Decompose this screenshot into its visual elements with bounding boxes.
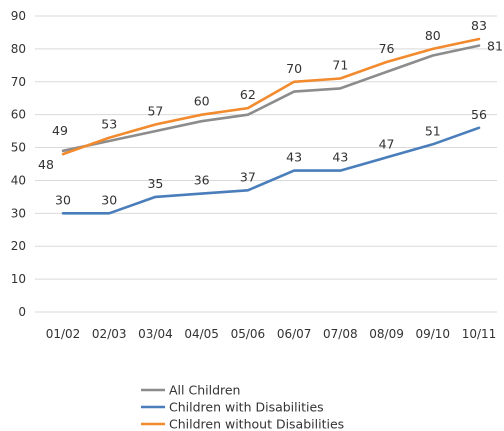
y-tick-label: 70 [11,75,26,89]
data-label: 83 [471,18,487,33]
x-tick-label: 03/04 [138,327,173,341]
data-label: 81 [487,39,503,54]
legend-label: Children without Disabilities [169,417,344,431]
data-label: 60 [194,94,210,109]
data-labels: 81 30 30 35 36 37 43 43 47 51 56 48 53 57 60 62 70 71 76 80… [38,18,503,207]
x-tick-label: 09/10 [415,327,450,341]
series-line-3 [61,37,481,156]
series-lines [61,37,481,215]
data-label: 30 [101,192,117,207]
x-tick-label: 08/09 [369,327,404,341]
data-label: 37 [240,169,256,184]
y-tick-label: 0 [18,305,26,319]
data-label: 57 [147,104,163,119]
x-tick-label: 10/11 [462,327,497,341]
data-label: 76 [379,41,395,56]
data-label: 43 [332,150,348,165]
legend-label: All Children [169,383,240,398]
grid-lines [35,15,497,313]
y-axis-ticks: 0 10 20 30 40 50 60 70 80 90 [11,9,26,319]
series-line-1 [61,44,481,153]
x-tick-label: 01/02 [46,327,81,341]
y-tick-label: 20 [11,239,26,253]
legend-label: Children with Disabilities [169,400,324,415]
y-tick-label: 90 [11,9,26,23]
y-tick-label: 40 [11,173,26,187]
data-label: 70 [286,61,302,76]
data-label: 30 [55,192,71,207]
y-tick-label: 60 [11,108,26,122]
data-label: 47 [379,136,395,151]
data-label: 62 [240,87,256,102]
data-label: 56 [471,107,487,122]
x-tick-label: 04/05 [184,327,219,341]
y-tick-label: 50 [11,141,26,155]
legend: All Children Children with Disabilities Ch… [141,383,344,431]
x-tick-label: 05/06 [231,327,266,341]
data-label: 48 [38,157,54,172]
y-tick-label: 10 [11,272,26,286]
data-label: 43 [286,150,302,165]
data-label: 51 [425,123,441,138]
data-label: 71 [332,57,348,72]
x-tick-label: 06/07 [277,327,312,341]
y-tick-label: 30 [11,206,26,220]
data-label: 53 [101,117,117,132]
x-tick-label: 07/08 [323,327,358,341]
x-tick-label: 02/03 [92,327,127,341]
series-line-2 [61,126,481,215]
data-label: 36 [194,173,210,188]
data-label: 80 [425,28,441,43]
y-tick-label: 80 [11,42,26,56]
x-axis-ticks: 01/02 02/03 03/04 04/05 05/06 06/07 07/08 08/09… [46,327,497,341]
data-label: 49 [52,123,68,138]
data-label: 35 [147,176,163,191]
